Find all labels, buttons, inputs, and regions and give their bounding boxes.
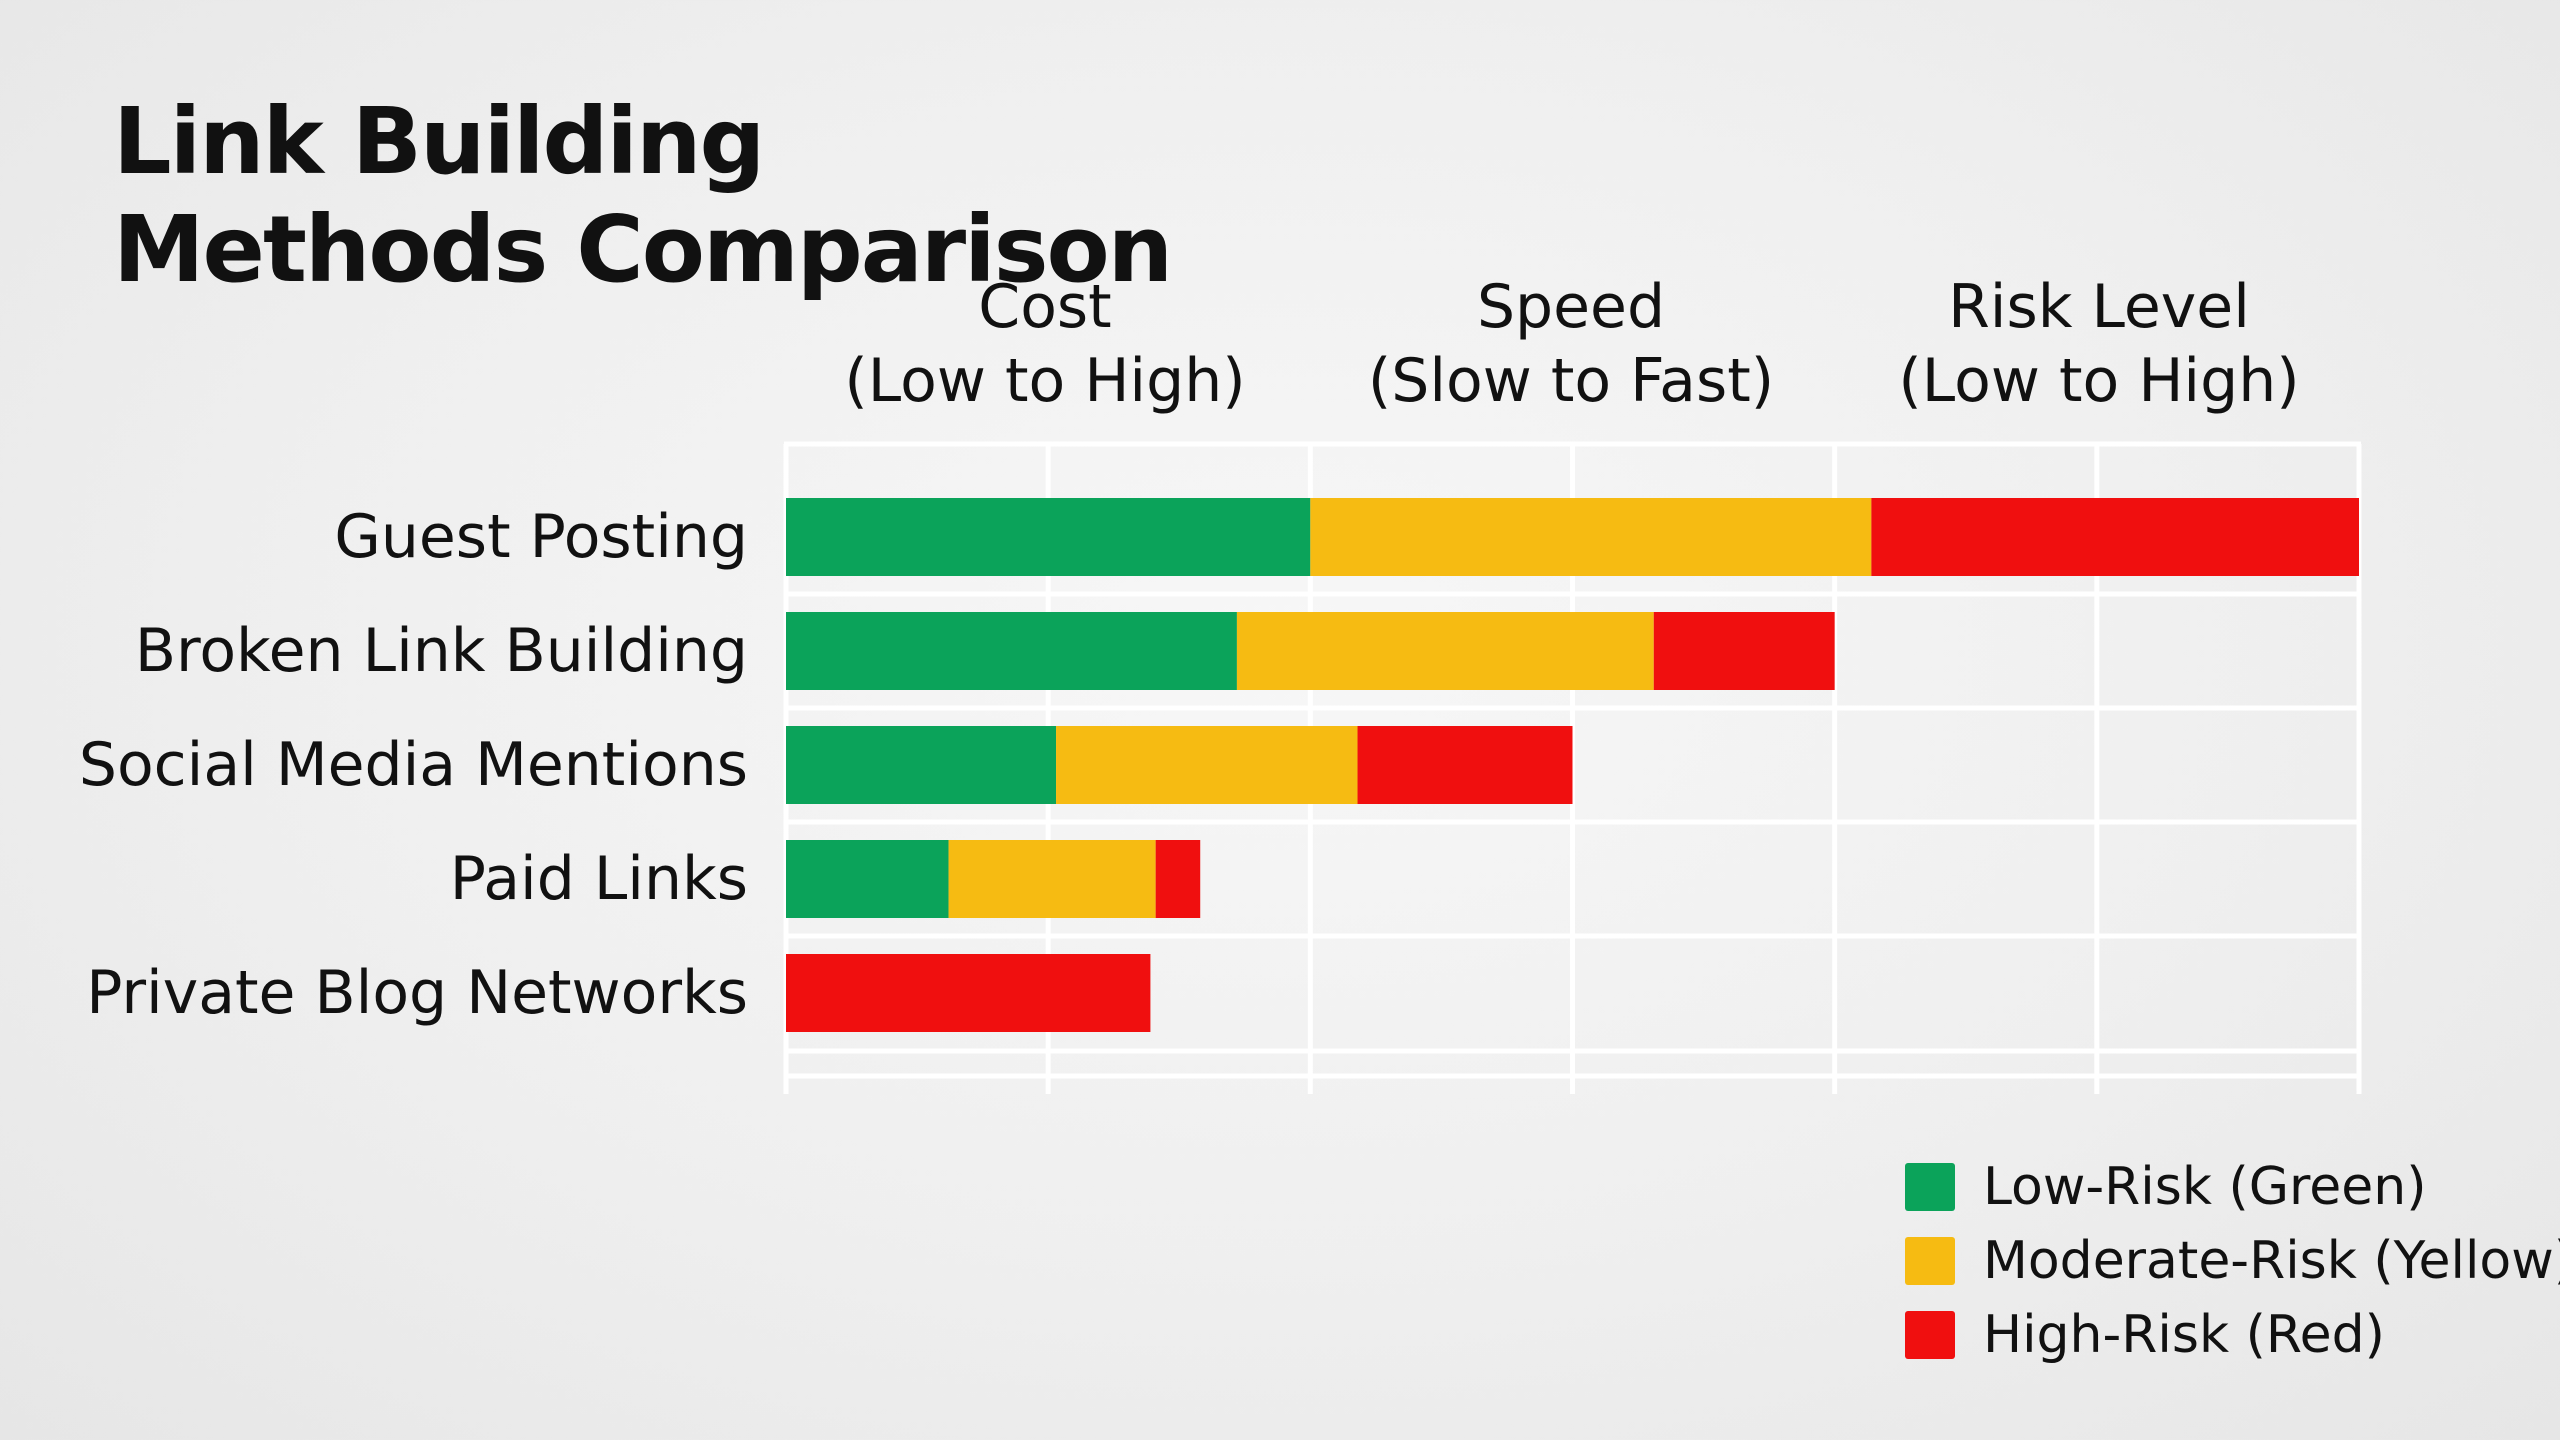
column-header-speed-line2: (Slow to Fast) xyxy=(1367,346,1775,416)
bar-segment-red xyxy=(786,954,1151,1032)
legend-label-moderate-risk: Moderate-Risk (Yellow) xyxy=(1983,1231,2560,1291)
row-label: Broken Link Building xyxy=(135,616,748,686)
column-header-cost: Cost (Low to High) xyxy=(785,270,1305,418)
column-header-speed: Speed (Slow to Fast) xyxy=(1311,270,1831,418)
column-header-risk-level-line1: Risk Level xyxy=(1948,272,2250,342)
legend-label-high-risk: High-Risk (Red) xyxy=(1983,1305,2385,1365)
column-header-cost-line1: Cost xyxy=(978,272,1112,342)
bar-segment-green xyxy=(786,840,949,918)
bar-segment-green xyxy=(786,612,1237,690)
legend-swatch-red xyxy=(1905,1311,1955,1359)
bars xyxy=(786,498,2359,1032)
bar-segment-yellow xyxy=(1056,726,1358,804)
bar-segment-yellow xyxy=(1310,498,1872,576)
bar-segment-green xyxy=(786,726,1057,804)
legend-label-low-risk: Low-Risk (Green) xyxy=(1983,1157,2427,1217)
bar-segment-green xyxy=(786,498,1311,576)
legend: Low-Risk (Green) Moderate-Risk (Yellow) … xyxy=(1905,1150,2560,1372)
bar-segment-red xyxy=(1871,498,2359,576)
bar-segment-yellow xyxy=(1236,612,1654,690)
row-label: Paid Links xyxy=(450,844,748,914)
row-label: Social Media Mentions xyxy=(79,730,748,800)
chart-title: Link Building Methods Comparison xyxy=(113,88,1173,303)
column-header-speed-line1: Speed xyxy=(1476,272,1666,342)
bar-segment-red xyxy=(1155,840,1201,918)
bar-segment-red xyxy=(1653,612,1835,690)
legend-item-moderate-risk: Moderate-Risk (Yellow) xyxy=(1905,1224,2560,1298)
row-label: Guest Posting xyxy=(334,502,748,572)
row-label: Private Blog Networks xyxy=(86,958,748,1028)
column-header-risk-level-line2: (Low to High) xyxy=(1898,346,2300,416)
bar-segment-red xyxy=(1357,726,1573,804)
legend-item-low-risk: Low-Risk (Green) xyxy=(1905,1150,2560,1224)
legend-swatch-yellow xyxy=(1905,1237,1955,1285)
row-labels: Guest Posting Broken Link Building Social … xyxy=(79,502,748,1028)
column-header-cost-line2: (Low to High) xyxy=(844,346,1246,416)
legend-swatch-green xyxy=(1905,1163,1955,1211)
legend-item-high-risk: High-Risk (Red) xyxy=(1905,1298,2560,1372)
bar-segment-yellow xyxy=(948,840,1156,918)
column-header-risk-level: Risk Level (Low to High) xyxy=(1839,270,2359,418)
